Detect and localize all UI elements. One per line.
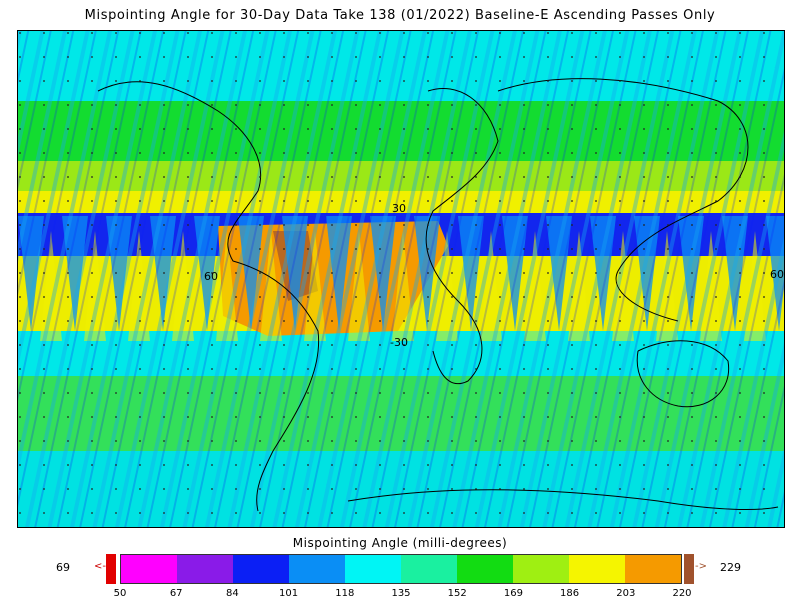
colorbar-swatch (345, 555, 401, 583)
colorbar-swatch (233, 555, 289, 583)
colorbar-swatch (625, 555, 681, 583)
grid-label-lon-east: 60 (770, 268, 784, 281)
underflow-swatch (106, 554, 116, 584)
colorbar-max-label: 229 (720, 561, 741, 574)
graticule (18, 31, 784, 527)
colorbar-tick-label: 135 (391, 588, 411, 599)
grid-label-lon-west: 60 (204, 270, 218, 283)
chart-title: Mispointing Angle for 30-Day Data Take 1… (84, 8, 716, 23)
colorbar-swatch (569, 555, 625, 583)
colorbar-ticks: 50 67 84 101 118 135 152 169 186 203 220 (0, 588, 800, 600)
colorbar-swatch (289, 555, 345, 583)
grid-label-30s: -30 (390, 336, 408, 349)
colorbar-tick-label: 118 (335, 588, 355, 599)
colorbar-tick-label: 203 (616, 588, 636, 599)
colorbar-tick-label: 152 (447, 588, 467, 599)
overflow-arrow: -> (695, 561, 707, 572)
colorbar-tick-label: 67 (169, 588, 183, 599)
colorbar-tick-label: 50 (113, 588, 127, 599)
colorbar-swatch (177, 555, 233, 583)
colorbar-swatch (401, 555, 457, 583)
colorbar-swatch (121, 555, 177, 583)
overflow-swatch (684, 554, 694, 584)
underflow-arrow: <- (94, 561, 106, 572)
colorbar-min-label: 69 (56, 561, 70, 574)
colorbar-tick-label: 169 (503, 588, 523, 599)
map-panel (17, 30, 785, 528)
colorbar-tick-label: 101 (279, 588, 299, 599)
colorbar (120, 554, 682, 584)
colorbar-tick-label: 84 (226, 588, 239, 599)
colorbar-tick-label: 220 (672, 588, 692, 599)
grid-label-30n: 30 (392, 202, 406, 215)
colorbar-title: Mispointing Angle (milli-degrees) (292, 536, 508, 550)
map-plot (18, 31, 784, 527)
colorbar-swatch (513, 555, 569, 583)
colorbar-tick-label: 186 (560, 588, 580, 599)
colorbar-swatch (457, 555, 513, 583)
